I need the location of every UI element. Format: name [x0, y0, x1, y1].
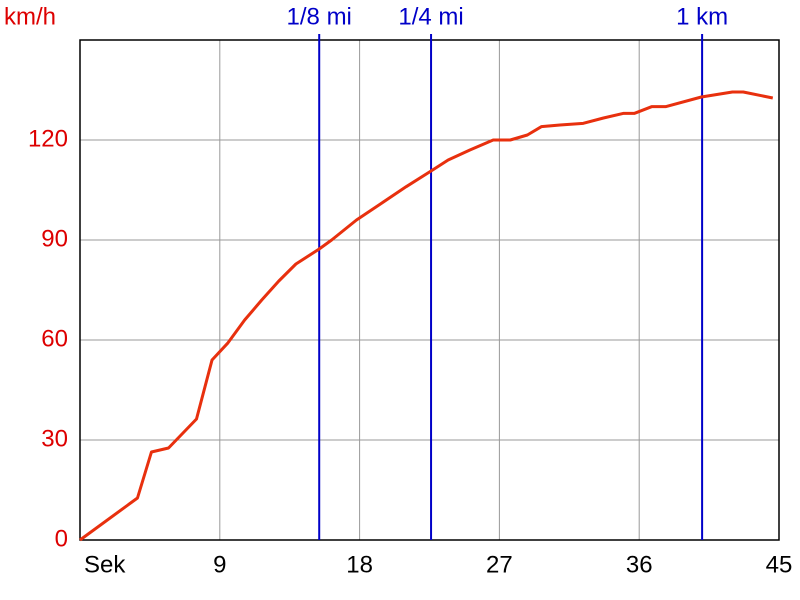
y-tick-label: 0 [55, 525, 68, 552]
y-tick-label: 60 [41, 325, 68, 352]
distance-marker-label: 1 km [676, 3, 728, 30]
x-tick-label: 18 [346, 551, 373, 578]
distance-marker-label: 1/4 mi [398, 3, 463, 30]
y-axis-label: km/h [4, 3, 56, 30]
y-tick-label: 90 [41, 225, 68, 252]
plot-frame [79, 39, 780, 541]
y-tick-label: 120 [28, 125, 68, 152]
y-tick-label: 30 [41, 425, 68, 452]
x-tick-label: 27 [486, 551, 513, 578]
x-tick-label: Sek [84, 551, 126, 578]
distance-marker-label: 1/8 mi [287, 3, 352, 30]
x-tick-label: 45 [766, 551, 793, 578]
x-tick-label: 9 [213, 551, 226, 578]
speed-line [79, 90, 774, 542]
x-tick-label: 36 [626, 551, 653, 578]
